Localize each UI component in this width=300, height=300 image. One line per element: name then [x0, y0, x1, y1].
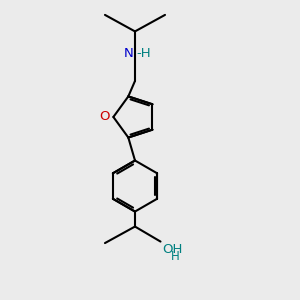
Text: H: H [171, 250, 180, 263]
Text: O: O [99, 110, 110, 124]
Text: -H: -H [136, 47, 151, 60]
Text: OH: OH [162, 243, 182, 256]
Text: N: N [124, 47, 134, 60]
